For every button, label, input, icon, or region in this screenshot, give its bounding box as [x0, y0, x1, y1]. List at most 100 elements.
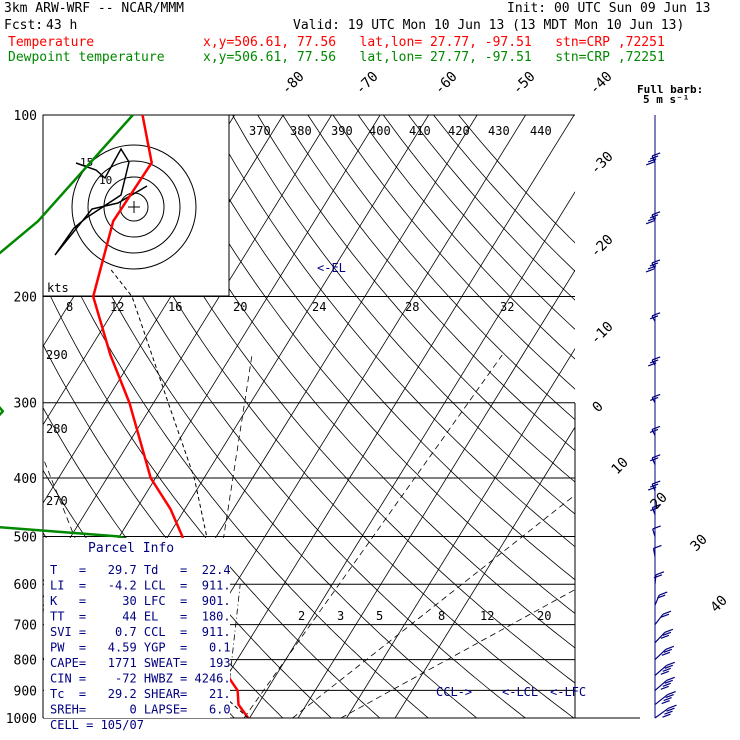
wind-barb-flag [664, 679, 673, 684]
mixing-ratio-label: 24 [312, 300, 326, 314]
wind-barb-flag [647, 217, 657, 222]
pressure-tick-label: 800 [14, 654, 37, 669]
mixing-ratio-label-low: 2 [298, 609, 305, 623]
wind-barb-flag [651, 259, 661, 264]
hodograph-ring [87, 160, 181, 254]
wind-barb-flag [665, 645, 675, 650]
wind-barb-flag [651, 356, 661, 361]
moist-adiabat-line [340, 589, 575, 718]
wind-barb-flag [665, 694, 674, 699]
wind-barb [654, 591, 668, 606]
level-marker-label: <-LFC [550, 685, 586, 699]
temperature-tick-label: -10 [588, 319, 617, 348]
plot-right-boundary [574, 403, 640, 719]
wind-barb [649, 312, 661, 322]
temperature-tick-label: -20 [588, 232, 617, 261]
dry-adiabat-line [43, 145, 478, 718]
wind-barb-flag [653, 574, 663, 579]
wind-barb-flag [651, 312, 661, 317]
wind-barb [652, 544, 662, 557]
wind-barb-flag [664, 664, 673, 669]
wind-barb-flag [666, 676, 675, 681]
wind-barb [654, 704, 677, 719]
parcel-info-panel: Parcel Info T = 29.7 Td = 22.4 LI = -4.2 L… [44, 538, 231, 732]
temperature-tick-label: -50 [510, 69, 539, 98]
wind-barb-flag [649, 214, 659, 219]
wind-barb-flag [655, 571, 665, 576]
wind-barb-shaft [651, 457, 656, 465]
parcel-info-row: Tc = 29.2 SHEAR= 21. [50, 687, 231, 701]
wind-barb-shaft [651, 507, 656, 515]
wind-barb-flag [649, 155, 659, 160]
pressure-tick-label: 900 [14, 684, 37, 699]
wind-barb-flag [663, 697, 672, 702]
wind-barbs [645, 152, 677, 719]
wind-barb [650, 503, 661, 515]
pressure-tick-label: 300 [14, 397, 37, 412]
wind-barb [649, 425, 661, 436]
dry-adiabat-line [56, 115, 526, 718]
wind-barb-shaft [651, 359, 656, 366]
temperature-location: x,y=506.61, 77.56 lat,lon= 27.77, -97.51… [203, 35, 665, 50]
temperature-tick-label: 10 [609, 455, 632, 478]
hodograph-trace [54, 147, 148, 256]
wind-barb-shaft [654, 574, 657, 585]
isotherm-line [249, 191, 575, 718]
mixing-ratio-label-low: 3 [337, 609, 344, 623]
wind-barb-shaft [651, 262, 656, 270]
dry-adiabat-line [382, 115, 575, 330]
mixing-ratio-label: 32 [500, 300, 514, 314]
dry-adiabat-line [43, 213, 429, 718]
dry-adiabat-line [81, 115, 575, 718]
hodograph-ring-label: 15 [80, 156, 93, 169]
wind-barb-flag [649, 428, 659, 434]
mixing-ratio-label-low: 5 [376, 609, 383, 623]
dry-adiabat-line [307, 115, 575, 421]
theta-label: 420 [448, 124, 470, 138]
dry-adiabat-line [131, 115, 575, 649]
wind-barb-flag [662, 682, 671, 687]
wind-barb-flag [649, 262, 659, 267]
moist-adiabat-line [243, 354, 503, 718]
dry-adiabat-line [433, 115, 575, 272]
wind-barb-flag [667, 691, 676, 696]
wind-barb-shaft [654, 707, 669, 719]
wind-barb [649, 393, 661, 403]
temperature-tick-label: -40 [587, 69, 616, 98]
wind-barb-flag [651, 211, 661, 216]
parcel-info-row: LI = -4.2 LCL = 911. [50, 579, 231, 593]
wind-barb-flag [649, 396, 659, 402]
dewpoint-legend: Dewpoint temperature [8, 50, 165, 65]
temperature-tick-label: -70 [353, 69, 382, 98]
temperature-legend: Temperature [8, 35, 95, 50]
isotherm-line [346, 348, 575, 718]
wind-barb-flag [652, 503, 661, 509]
wind-barb-flag [657, 594, 666, 599]
wind-barb-shaft [654, 694, 669, 706]
dry-adiabat-line [257, 115, 575, 483]
dry-adiabat-line [357, 115, 575, 360]
mixing-ratio-label: 12 [110, 300, 124, 314]
wind-barb [654, 610, 672, 625]
barb-key-value: 5 m s⁻¹ [643, 93, 689, 106]
theta-label: 410 [409, 124, 431, 138]
mixing-ratio-label: 8 [66, 300, 73, 314]
wind-barb-flag [660, 685, 669, 690]
isotherm-line [297, 269, 575, 718]
wind-barb [654, 645, 675, 660]
wind-barb-flag [645, 268, 655, 273]
theta-label: 390 [331, 124, 353, 138]
wind-barb [647, 480, 661, 492]
wind-barb-flag [662, 713, 671, 718]
wind-barb [654, 661, 675, 676]
parcel-info-row: PW = 4.59 YGP = 0.1 [50, 641, 231, 655]
level-marker-label: <-LCL [502, 685, 538, 699]
level-marker-label: <-EL [317, 261, 346, 275]
dry-adiabat-line [282, 115, 575, 452]
hodograph-ring-label: 10 [99, 174, 112, 187]
wind-barb-shaft [652, 548, 656, 557]
temperature-tick-label: -30 [588, 149, 617, 178]
wind-barb-flag [649, 359, 659, 364]
wind-barb [654, 676, 675, 691]
wind-barb-flag [662, 631, 672, 636]
